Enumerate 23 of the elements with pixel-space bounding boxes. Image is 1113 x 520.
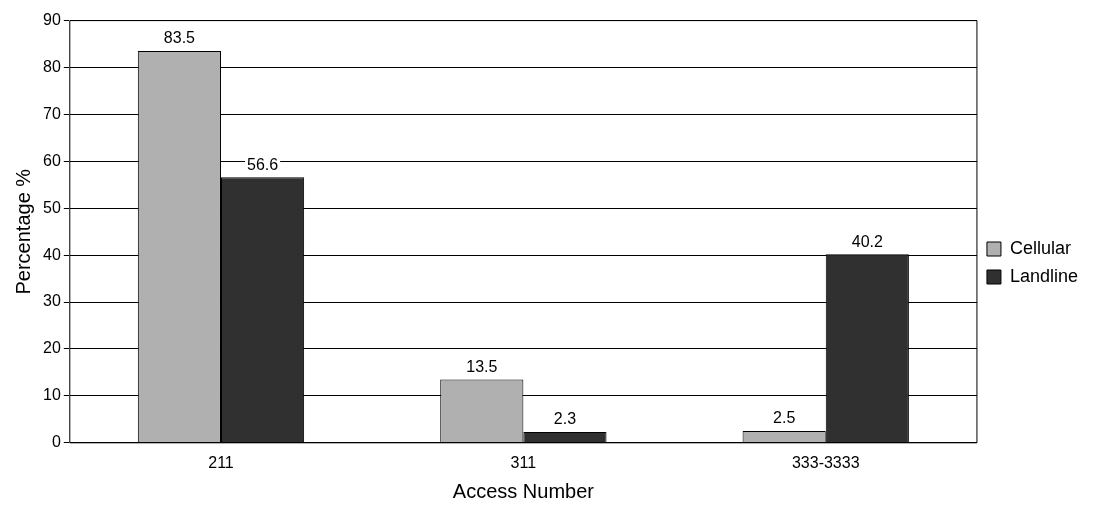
y-tick-label: 30 xyxy=(43,292,61,310)
x-tick-label: 211 xyxy=(208,453,234,471)
y-tick-label: 0 xyxy=(51,433,61,451)
y-tick-label: 70 xyxy=(43,104,61,122)
y-tick-label: 80 xyxy=(43,57,61,75)
data-label: 13.5 xyxy=(466,357,498,375)
y-tick-label: 10 xyxy=(43,386,61,404)
x-tick-label: 333-3333 xyxy=(791,453,860,471)
y-axis-title: Percentage % xyxy=(11,168,34,295)
data-label: 56.6 xyxy=(246,155,279,173)
x-tick-label: 311 xyxy=(510,453,537,471)
data-label: 40.2 xyxy=(851,232,883,250)
data-label: 2.3 xyxy=(553,410,577,428)
data-label: 2.5 xyxy=(773,409,796,427)
y-tick-label: 90 xyxy=(43,11,61,29)
x-axis-title: Access Number xyxy=(452,479,595,502)
y-tick-label: 50 xyxy=(43,198,61,216)
y-tick-label: 60 xyxy=(43,151,61,169)
data-label: 83.5 xyxy=(163,29,196,47)
y-tick-label: 40 xyxy=(43,245,61,263)
legend-label: Cellular xyxy=(1009,237,1071,258)
y-tick-label: 20 xyxy=(43,339,61,357)
legend-label: Landline xyxy=(1009,265,1078,286)
